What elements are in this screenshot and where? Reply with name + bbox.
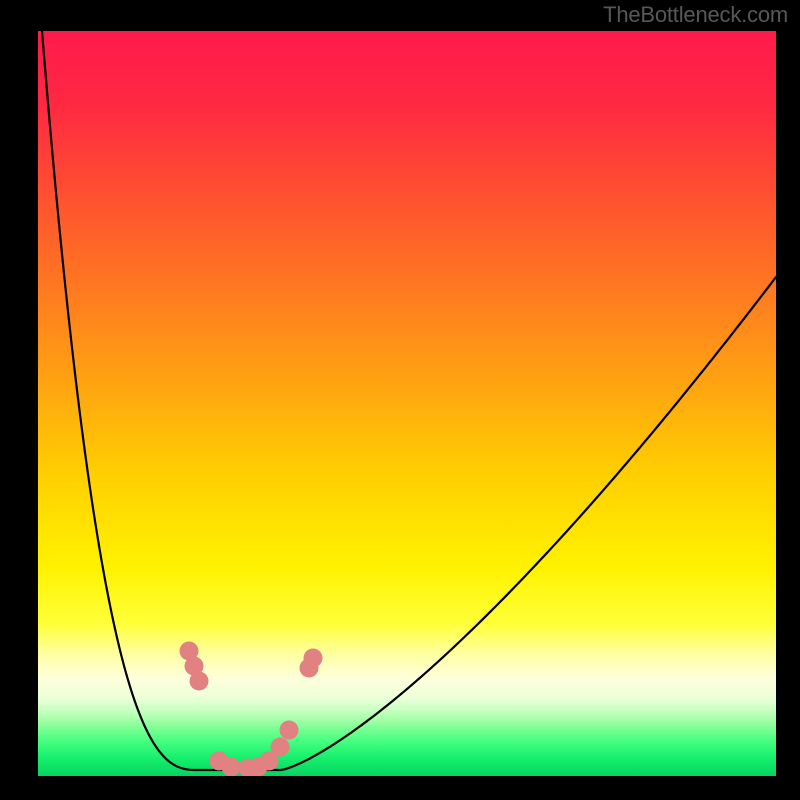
marker-dot xyxy=(190,672,209,691)
plot-area xyxy=(38,31,776,776)
gradient-background xyxy=(38,31,776,776)
marker-dot xyxy=(280,721,299,740)
marker-dot xyxy=(304,649,323,668)
watermark-text: TheBottleneck.com xyxy=(603,2,788,28)
marker-dot xyxy=(271,738,290,757)
chart-svg xyxy=(38,31,776,776)
marker-dot xyxy=(222,758,241,777)
